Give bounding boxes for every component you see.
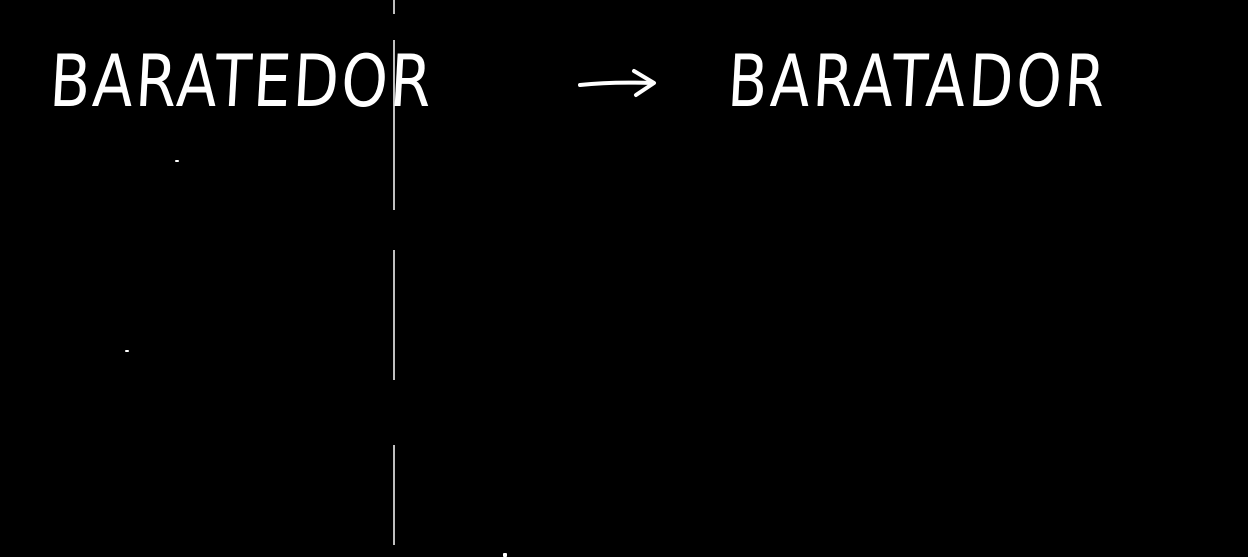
corrected-word: BARATADOR	[725, 39, 1111, 123]
ink-speck	[503, 553, 507, 557]
right-arrow-icon	[578, 69, 656, 97]
ink-speck	[125, 350, 129, 352]
vertical-divider-line	[393, 0, 395, 545]
original-word: BARATEDOR	[47, 39, 437, 123]
ink-speck	[175, 160, 179, 162]
